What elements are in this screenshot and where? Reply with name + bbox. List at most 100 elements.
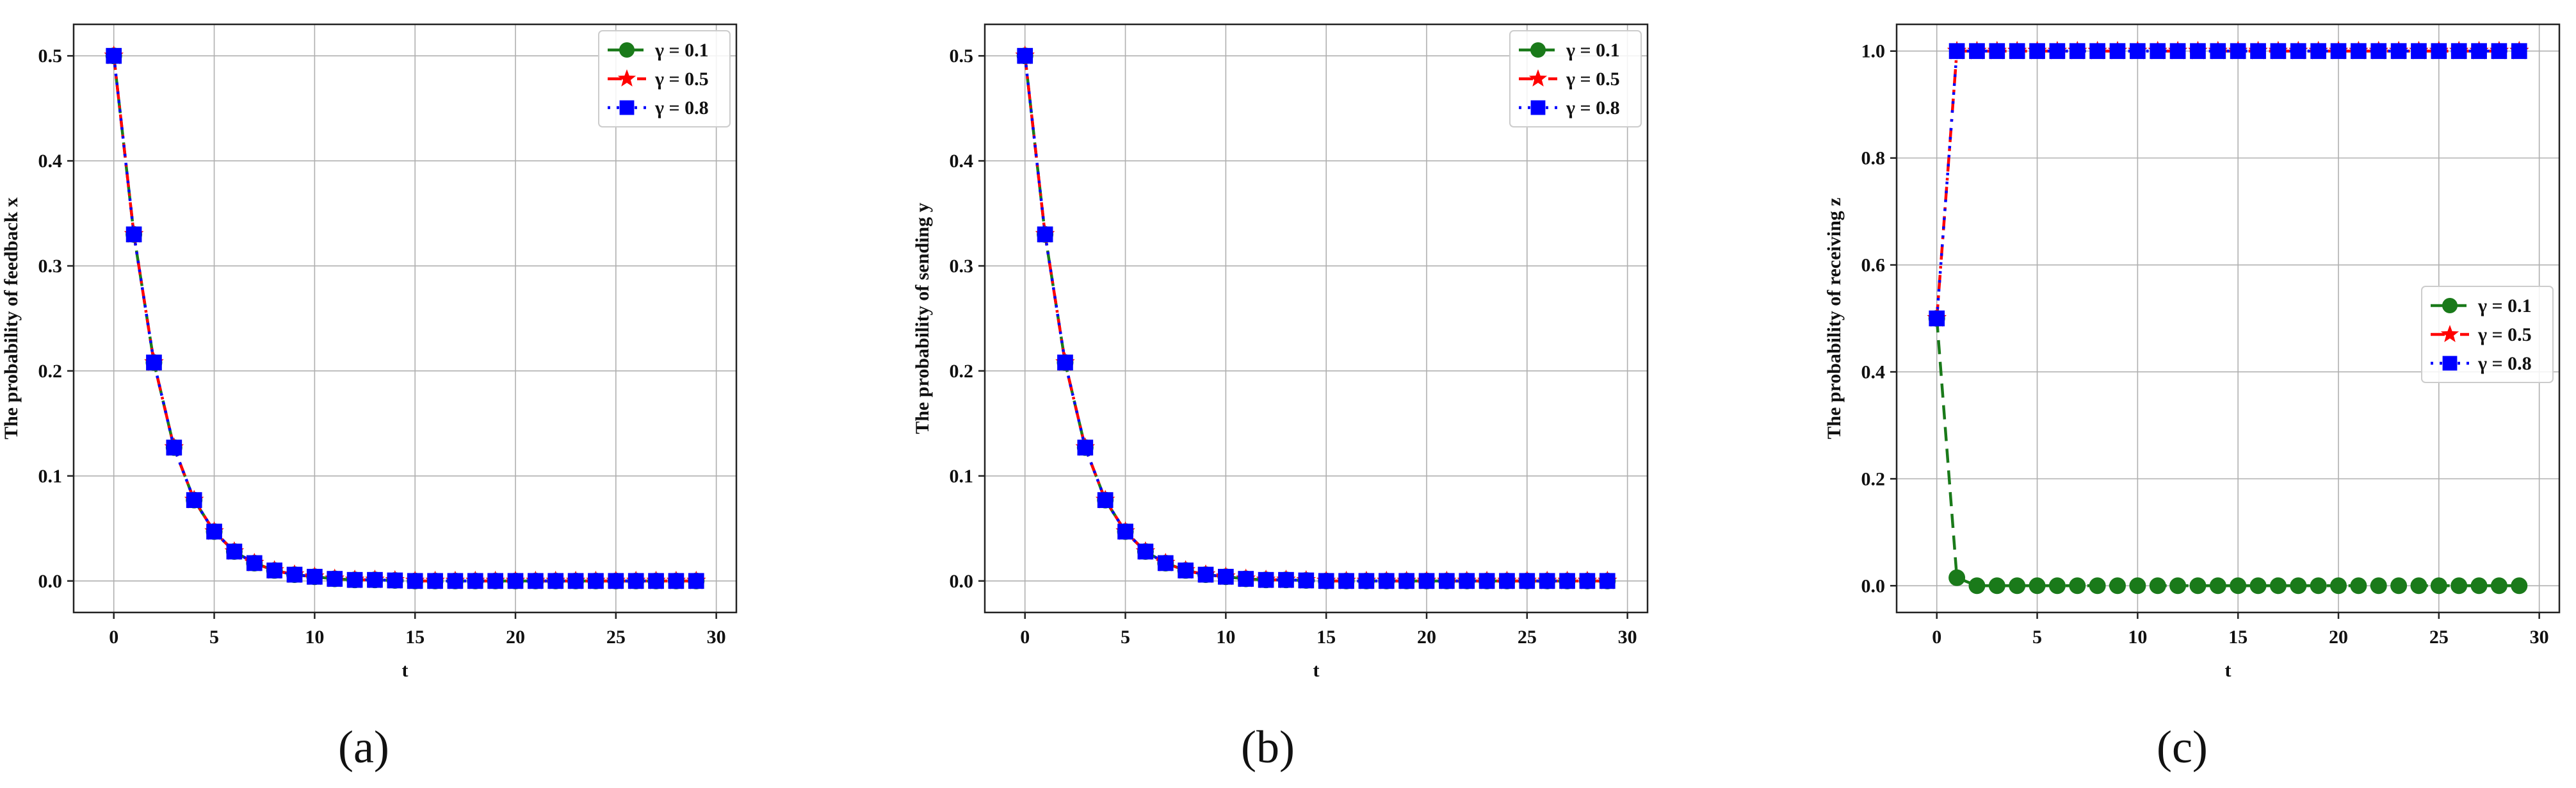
- y-axis-label: The probability of sending y: [912, 202, 933, 434]
- data-point: [2069, 43, 2086, 60]
- data-point: [2410, 577, 2427, 595]
- data-point: [447, 573, 464, 589]
- data-point: [1298, 572, 1315, 589]
- data-point: [226, 543, 243, 560]
- data-point: [2290, 43, 2306, 60]
- data-point: [668, 573, 685, 589]
- legend-marker: [2442, 298, 2458, 313]
- data-point: [588, 573, 604, 589]
- legend-label: γ = 0.1: [2477, 295, 2532, 316]
- data-point: [1157, 555, 1174, 571]
- legend-label: γ = 0.5: [2477, 324, 2532, 345]
- x-tick-label: 10: [305, 627, 324, 648]
- legend-label: γ = 0.1: [654, 40, 709, 61]
- data-point: [2450, 43, 2467, 60]
- y-tick-label: 0.2: [1861, 468, 1886, 489]
- data-point: [387, 572, 403, 589]
- x-tick-label: 30: [1618, 627, 1637, 648]
- data-point: [1378, 573, 1395, 589]
- y-tick-label: 0.5: [38, 45, 63, 67]
- data-point: [1358, 573, 1375, 589]
- y-tick-label: 0.2: [950, 361, 974, 382]
- legend-label: γ = 0.1: [1566, 40, 1620, 61]
- data-point: [346, 571, 363, 588]
- data-point: [2470, 577, 2488, 595]
- data-point: [1599, 573, 1616, 589]
- data-point: [1418, 573, 1435, 589]
- series-markers-3: [1929, 43, 2527, 327]
- data-point: [327, 571, 343, 587]
- legend-label: γ = 0.8: [2477, 353, 2532, 374]
- chart-feedback-x: 0 5 10 15 20 25 30 0.0 0.1 0.2 0.3 0.4 0.5 t The proba…: [1, 23, 738, 681]
- data-point: [1968, 577, 1986, 595]
- legend-item: γ = 0.5: [608, 69, 709, 90]
- x-axis-label: t: [1313, 660, 1320, 681]
- legend-marker: [617, 69, 636, 87]
- data-point: [1137, 543, 1154, 560]
- data-point: [2169, 43, 2186, 60]
- data-point: [1218, 568, 1234, 585]
- y-tick-label: 0.3: [950, 256, 974, 277]
- data-point: [547, 573, 564, 589]
- legend: γ = 0.1 γ = 0.5 γ = 0.8: [598, 30, 731, 127]
- data-point: [1559, 573, 1575, 589]
- data-point: [307, 568, 323, 585]
- data-point: [2009, 577, 2026, 595]
- data-point: [2390, 43, 2407, 60]
- data-point: [1318, 573, 1334, 589]
- data-point: [266, 562, 282, 579]
- series-line-3: [1935, 49, 2520, 319]
- y-tick-label: 0.2: [38, 361, 63, 382]
- data-point: [2009, 43, 2025, 60]
- data-point: [246, 555, 263, 571]
- data-point: [608, 573, 624, 589]
- legend-item: γ = 0.5: [1519, 69, 1620, 90]
- legend-item: γ = 0.8: [2431, 353, 2532, 374]
- x-tick-label: 10: [1216, 627, 1235, 648]
- data-point: [2130, 43, 2146, 60]
- data-point: [2129, 577, 2146, 595]
- x-tick-label: 15: [1316, 627, 1336, 648]
- x-tick-label: 0: [109, 627, 118, 648]
- data-point: [1117, 523, 1133, 540]
- y-tick-label: 0.0: [38, 571, 63, 592]
- data-point: [1017, 47, 1033, 64]
- data-point: [186, 492, 202, 508]
- data-point: [2209, 577, 2226, 595]
- data-point: [567, 573, 584, 589]
- legend-marker: [1530, 42, 1546, 58]
- data-point: [166, 439, 182, 456]
- data-point: [2089, 577, 2106, 595]
- data-point: [688, 573, 704, 589]
- legend-marker: [1530, 100, 1546, 115]
- y-tick-label: 0.0: [950, 571, 974, 592]
- x-tick-label: 5: [1121, 627, 1130, 648]
- data-point: [2250, 43, 2266, 60]
- data-point: [1258, 571, 1274, 588]
- panel-label-a: (a): [338, 721, 389, 773]
- data-point: [1097, 492, 1114, 508]
- data-point: [2029, 577, 2046, 595]
- x-tick-label: 25: [606, 627, 626, 648]
- data-point: [1969, 43, 1985, 60]
- data-point: [2190, 43, 2206, 60]
- legend-marker: [619, 42, 635, 58]
- data-point: [1519, 573, 1535, 589]
- data-point: [1278, 571, 1294, 588]
- data-point: [467, 573, 483, 589]
- data-point: [1948, 569, 1966, 586]
- x-tick-label: 20: [1417, 627, 1436, 648]
- legend-item: γ = 0.1: [2431, 295, 2532, 316]
- data-point: [2310, 577, 2327, 595]
- data-point: [1439, 573, 1455, 589]
- legend-label: γ = 0.8: [654, 97, 709, 119]
- data-point: [1459, 573, 1475, 589]
- x-tick-label: 25: [1518, 627, 1537, 648]
- data-point: [1238, 571, 1254, 587]
- legend-item: γ = 0.1: [608, 40, 709, 61]
- panel-label-b: (b): [1241, 721, 1295, 773]
- x-tick-label: 5: [2032, 627, 2042, 648]
- y-tick-label: 0.8: [1861, 148, 1886, 169]
- y-tick-label: 0.5: [950, 45, 974, 67]
